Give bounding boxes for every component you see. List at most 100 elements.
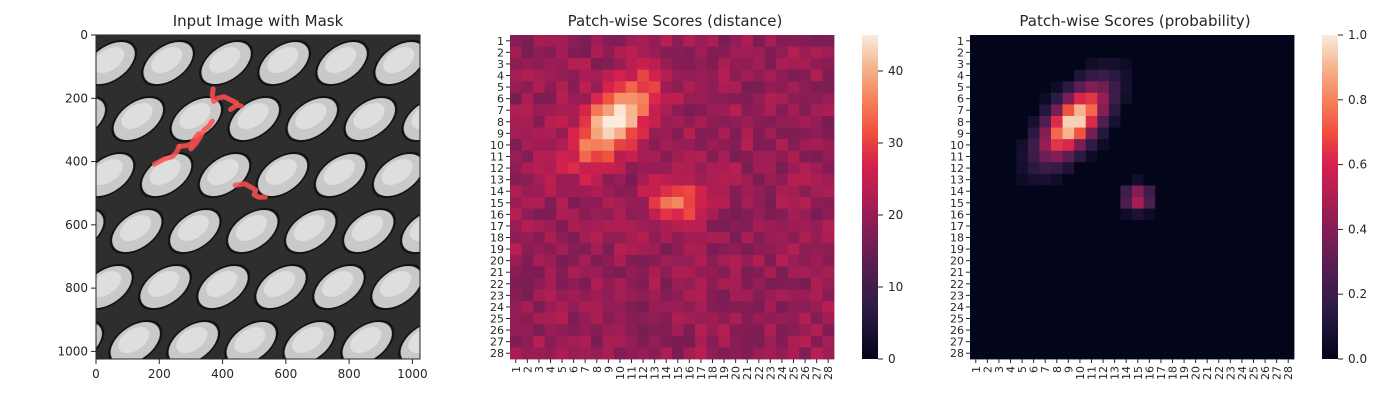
heatmap-cell	[753, 208, 765, 221]
heatmap-cell	[1074, 92, 1087, 105]
heatmap-cell	[1178, 46, 1191, 59]
heatmap-cell	[764, 301, 777, 314]
heatmap-cell	[741, 58, 754, 71]
heatmap-cell	[1027, 150, 1040, 163]
heatmap-cell	[1016, 278, 1029, 290]
heatmap-cell	[799, 220, 812, 233]
heatmap-cell	[764, 127, 777, 140]
x-tick-label: 1000	[397, 367, 428, 381]
heatmap-cell	[1213, 347, 1225, 360]
heatmap-cell	[729, 243, 742, 256]
heatmap-cell	[1143, 139, 1156, 152]
heatmap-cell	[970, 81, 982, 94]
heatmap-cell	[741, 197, 754, 209]
heatmap-cell	[567, 69, 580, 82]
heatmap-cell	[637, 231, 650, 244]
heatmap-cell	[521, 254, 534, 267]
heatmap-cell	[1178, 335, 1191, 348]
heatmap-cell	[556, 324, 569, 337]
heatmap-cell	[970, 312, 982, 325]
heatmap-cell	[556, 162, 569, 175]
heatmap-cell	[1004, 278, 1017, 290]
heatmap-cell	[1051, 301, 1063, 314]
heatmap-cell	[1097, 116, 1110, 128]
heatmap-cell	[1027, 92, 1040, 105]
heatmap-cell	[1259, 173, 1272, 186]
heatmap-cell	[1178, 127, 1191, 140]
heatmap-cell	[1120, 208, 1133, 221]
heatmap-cell	[1166, 335, 1179, 348]
heatmap-cell	[1224, 46, 1237, 59]
heatmap-cell	[1004, 301, 1017, 314]
heatmap-cell	[556, 104, 569, 117]
heatmap-cell	[648, 301, 661, 314]
heatmap-cell	[981, 162, 994, 175]
heatmap-cell	[729, 185, 742, 198]
heatmap-cell	[981, 266, 994, 279]
heatmap-cell	[706, 254, 719, 267]
heatmap-cell	[591, 289, 603, 302]
heatmap-cell	[1236, 58, 1249, 71]
heatmap-cell	[1051, 92, 1063, 105]
x-tick-label: 600	[274, 367, 297, 381]
y-tick-label: 10	[490, 139, 504, 152]
heatmap-cell	[787, 278, 800, 290]
heatmap-cell	[567, 139, 580, 152]
heatmap-cell	[970, 69, 982, 82]
x-tick-label: 8	[1051, 366, 1064, 373]
heatmap-cell	[1062, 81, 1075, 94]
heatmap-cell	[1004, 35, 1017, 47]
heatmap-cell	[544, 335, 557, 348]
heatmap-cell	[695, 58, 708, 71]
heatmap-cell	[544, 278, 557, 290]
heatmap-cell	[1016, 197, 1029, 209]
heatmap-cell	[1166, 231, 1179, 244]
x-tick-label: 27	[1271, 366, 1284, 380]
heatmap-cell	[706, 173, 719, 186]
heatmap-cell	[1282, 46, 1295, 59]
heatmap-cell	[741, 173, 754, 186]
heatmap-cell	[1074, 139, 1087, 152]
heatmap-cell	[1062, 278, 1075, 290]
heatmap-cell	[741, 81, 754, 94]
heatmap-cell	[672, 278, 684, 290]
heatmap-cell	[533, 231, 546, 244]
heatmap-cell	[1189, 162, 1202, 175]
heatmap-cell	[591, 104, 603, 117]
heatmap-cell	[567, 173, 580, 186]
heatmap-cell	[648, 266, 661, 279]
heatmap-cell	[1282, 335, 1295, 348]
heatmap-cell	[1016, 335, 1029, 348]
heatmap-cell	[1155, 347, 1168, 360]
heatmap-cell	[648, 208, 661, 221]
heatmap-cell	[1016, 127, 1029, 140]
heatmap-cell	[556, 92, 569, 105]
heatmap-cell	[625, 231, 638, 244]
heatmap-cell	[1189, 220, 1202, 233]
heatmap-cell	[533, 243, 546, 256]
y-tick-label: 9	[497, 127, 504, 140]
heatmap-cell	[660, 162, 673, 175]
heatmap-cell	[993, 173, 1006, 186]
heatmap-cell	[1224, 185, 1237, 198]
heatmap-cell	[695, 104, 708, 117]
heatmap-cell	[1016, 92, 1029, 105]
heatmap-cell	[625, 278, 638, 290]
heatmap-cell	[1189, 35, 1202, 47]
heatmap-cell	[1178, 58, 1191, 71]
heatmap-cell	[1074, 69, 1087, 82]
heatmap-cell	[683, 347, 696, 360]
heatmap-cell	[521, 301, 534, 314]
heatmap-cell	[1027, 104, 1040, 117]
heatmap-cell	[1143, 116, 1156, 128]
heatmap-cell	[1259, 289, 1272, 302]
heatmap-cell	[741, 208, 754, 221]
heatmap-cell	[1259, 162, 1272, 175]
heatmap-cell	[637, 104, 650, 117]
heatmap-cell	[1120, 81, 1133, 94]
heatmap-cell	[981, 104, 994, 117]
heatmap-cell	[1189, 347, 1202, 360]
heatmap-cell	[1108, 81, 1121, 94]
heatmap-cell	[1108, 335, 1121, 348]
heatmap-cell	[1016, 139, 1029, 152]
